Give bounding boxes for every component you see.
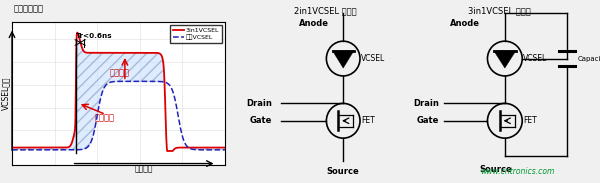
Text: Source: Source — [327, 167, 359, 176]
Text: 响应速度: 响应速度 — [135, 164, 154, 173]
Text: VCSEL: VCSEL — [523, 54, 547, 63]
Text: Drain: Drain — [413, 99, 439, 108]
Text: 3in1VCSEL 回路图: 3in1VCSEL 回路图 — [468, 6, 531, 15]
Text: 输出功率特性: 输出功率特性 — [13, 5, 43, 14]
Polygon shape — [494, 51, 516, 68]
Text: Anode: Anode — [450, 19, 480, 28]
Text: Drain: Drain — [247, 99, 272, 108]
Text: 2in1VCSEL 回路图: 2in1VCSEL 回路图 — [294, 6, 357, 15]
Text: FET: FET — [361, 116, 374, 125]
Polygon shape — [332, 51, 354, 68]
Text: FET: FET — [523, 116, 537, 125]
Text: Tr<0.6ns: Tr<0.6ns — [76, 33, 113, 39]
Text: Capacitor: Capacitor — [578, 56, 600, 61]
Text: www.cntronics.com: www.cntronics.com — [481, 167, 555, 176]
Text: Gate: Gate — [416, 116, 439, 125]
Text: Source: Source — [479, 165, 512, 174]
Legend: 3in1VCSEL, 常规VCSEL: 3in1VCSEL, 常规VCSEL — [170, 25, 222, 43]
Text: 高输出化: 高输出化 — [110, 69, 130, 78]
Text: 高速响应: 高速响应 — [95, 113, 115, 122]
Text: Gate: Gate — [250, 116, 272, 125]
Text: Anode: Anode — [299, 19, 329, 28]
Y-axis label: VCSEL输出: VCSEL输出 — [2, 76, 11, 110]
Text: VCSEL: VCSEL — [361, 54, 385, 63]
